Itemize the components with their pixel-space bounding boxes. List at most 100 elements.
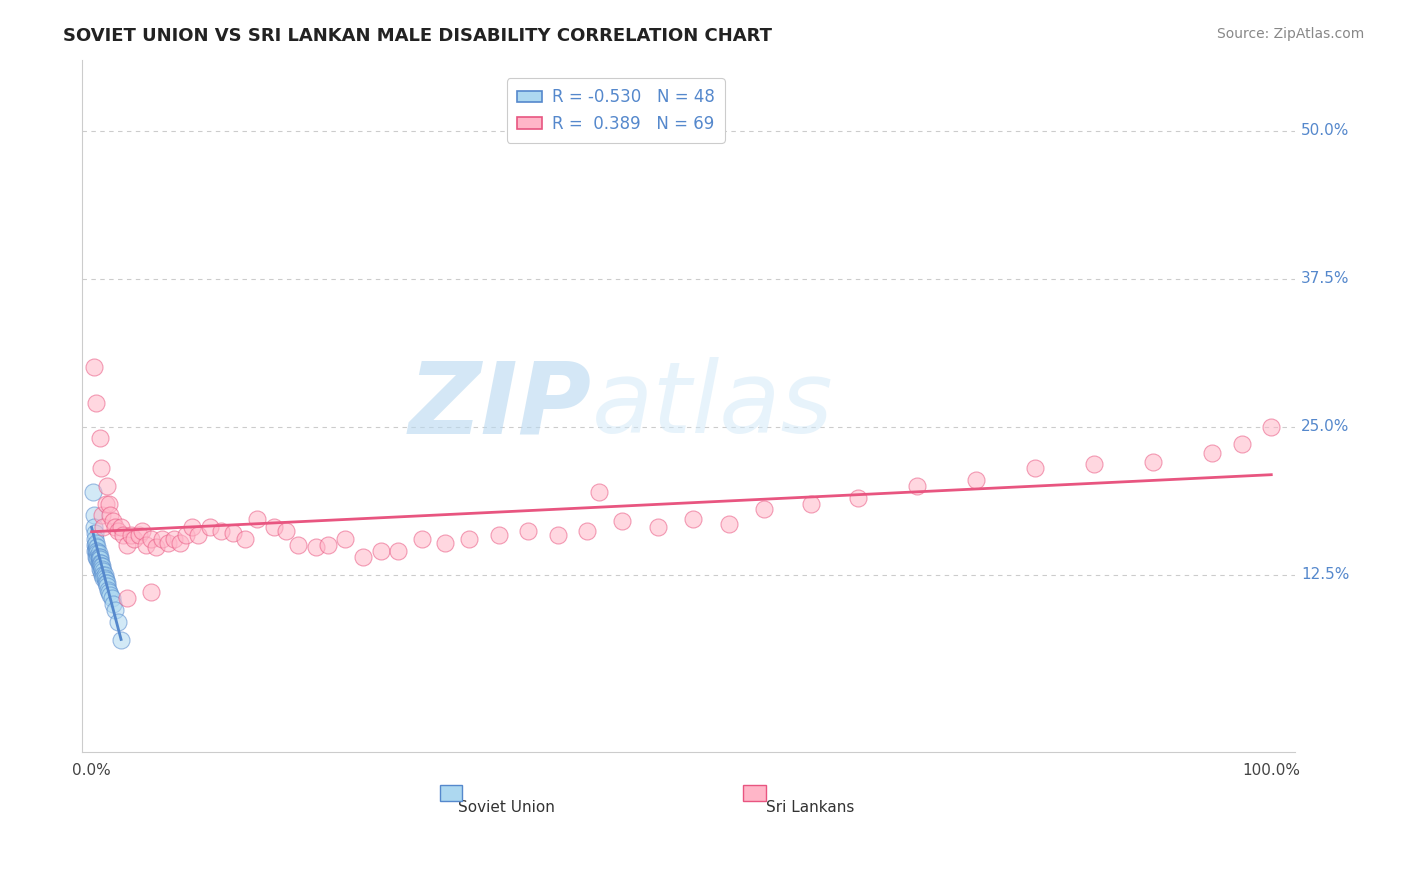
Point xyxy=(588,484,610,499)
Point xyxy=(100,591,122,606)
Point xyxy=(180,520,202,534)
Point xyxy=(96,575,118,590)
Point xyxy=(139,585,162,599)
Point xyxy=(263,520,285,534)
Point xyxy=(98,496,121,510)
Point xyxy=(128,528,150,542)
Point xyxy=(647,520,669,534)
Point xyxy=(104,603,127,617)
Point xyxy=(222,526,245,541)
Point xyxy=(110,520,132,534)
Point xyxy=(84,549,107,564)
Point xyxy=(87,549,110,564)
Point xyxy=(89,549,111,564)
Point xyxy=(717,516,740,531)
Point xyxy=(89,556,111,570)
Point xyxy=(145,541,167,555)
Text: 50.0%: 50.0% xyxy=(1301,123,1350,138)
Point xyxy=(91,567,114,582)
Text: ZIP: ZIP xyxy=(409,358,592,454)
Point xyxy=(122,532,145,546)
Point xyxy=(488,528,510,542)
Point xyxy=(94,496,117,510)
Point xyxy=(107,615,129,629)
Point xyxy=(233,532,256,546)
Point xyxy=(89,558,111,572)
Point xyxy=(86,544,108,558)
Point xyxy=(90,559,112,574)
Point xyxy=(209,524,232,538)
Point xyxy=(86,549,108,564)
Point xyxy=(458,532,481,546)
Point xyxy=(135,538,157,552)
Point xyxy=(104,520,127,534)
Point xyxy=(96,579,118,593)
Point xyxy=(82,484,104,499)
Text: atlas: atlas xyxy=(592,358,834,454)
Point xyxy=(90,461,112,475)
Point xyxy=(94,575,117,590)
Point xyxy=(84,541,107,555)
Point xyxy=(576,524,599,538)
Point xyxy=(612,514,634,528)
Point xyxy=(287,538,309,552)
Point xyxy=(965,473,987,487)
Point xyxy=(91,508,114,523)
Point xyxy=(93,571,115,585)
Point xyxy=(84,538,107,552)
Point xyxy=(305,541,328,555)
Point xyxy=(246,512,269,526)
Point xyxy=(1260,419,1282,434)
Point xyxy=(131,524,153,538)
Point xyxy=(848,491,870,505)
Point xyxy=(91,561,114,575)
Point xyxy=(150,532,173,546)
Point xyxy=(110,632,132,647)
Point xyxy=(1201,445,1223,459)
Point xyxy=(90,564,112,578)
Point xyxy=(752,502,775,516)
Point xyxy=(89,431,111,445)
Point xyxy=(84,526,107,541)
Text: Soviet Union: Soviet Union xyxy=(458,800,555,815)
Point xyxy=(93,567,115,582)
Text: Sri Lankans: Sri Lankans xyxy=(766,800,853,815)
Point xyxy=(94,574,117,588)
Point xyxy=(1230,437,1253,451)
Point xyxy=(107,524,129,538)
Point xyxy=(157,535,180,549)
Point xyxy=(316,538,339,552)
Point xyxy=(434,535,457,549)
Text: 25.0%: 25.0% xyxy=(1301,419,1350,434)
Point xyxy=(91,559,114,574)
Point xyxy=(905,479,928,493)
Point xyxy=(87,556,110,570)
Point xyxy=(93,520,115,534)
Point xyxy=(139,532,162,546)
Point xyxy=(276,524,298,538)
Point xyxy=(112,528,135,542)
Point xyxy=(93,571,115,585)
Point xyxy=(335,532,357,546)
Point xyxy=(174,528,197,542)
Point xyxy=(517,524,540,538)
Text: SOVIET UNION VS SRI LANKAN MALE DISABILITY CORRELATION CHART: SOVIET UNION VS SRI LANKAN MALE DISABILI… xyxy=(63,27,772,45)
Point xyxy=(411,532,433,546)
Point xyxy=(84,544,107,558)
Point xyxy=(115,591,138,606)
Point xyxy=(84,396,107,410)
Point xyxy=(163,532,186,546)
Point xyxy=(800,496,823,510)
Point xyxy=(87,552,110,566)
Point xyxy=(90,556,112,570)
Point xyxy=(682,512,704,526)
Text: 12.5%: 12.5% xyxy=(1301,567,1350,582)
Point xyxy=(352,549,374,564)
Point xyxy=(1142,455,1164,469)
Point xyxy=(1083,458,1105,472)
Point xyxy=(98,585,121,599)
Point xyxy=(370,544,392,558)
Point xyxy=(89,561,111,575)
Point xyxy=(101,514,124,528)
Point xyxy=(86,552,108,566)
